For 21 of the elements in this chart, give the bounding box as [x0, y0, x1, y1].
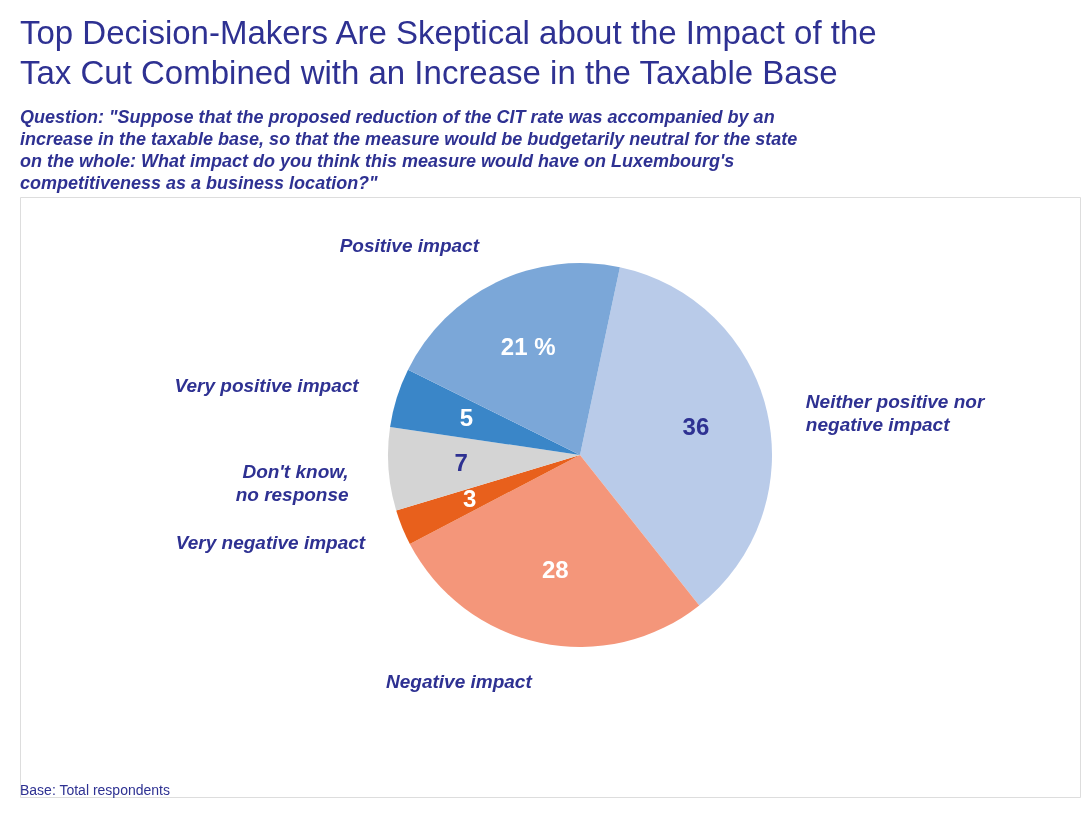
text: Base: Total respondents	[20, 782, 170, 798]
slice-label: Don't know, no response	[235, 460, 350, 505]
slice-label: Neither positive nor negative impact	[805, 391, 986, 436]
pie-slice	[408, 263, 620, 455]
pie-slice	[388, 426, 580, 511]
slice-label: Negative impact	[386, 670, 533, 692]
pie-slice	[396, 455, 580, 544]
slice-label: Positive impact	[339, 235, 480, 257]
chart-subtitle: Question: "Suppose that the proposed reduction of the CIT rate was accompanied by an increase in the taxable base, so that the measure would be budgetarily neutral for the state on the whole: What impact do you think this measure would have on Luxembourg's competitiveness as a business location?"	[20, 107, 798, 193]
pie-slice	[580, 267, 772, 606]
slice-label: Very positive impact	[174, 374, 360, 396]
data-label: 5	[459, 404, 474, 432]
data-label: 3	[463, 484, 477, 512]
pie-slice	[409, 455, 700, 647]
pie-slice	[390, 369, 580, 455]
slice-label: Very negative impact	[175, 531, 366, 553]
data-label: 36	[682, 412, 710, 440]
chart-title: Top Decision-Makers Are Skeptical about the Impact of the Tax Cut Combined with an Increase in the Taxable Base	[20, 14, 877, 91]
data-label: 28	[541, 556, 569, 584]
data-label: 21 %	[500, 332, 556, 360]
data-label: 7	[454, 448, 468, 476]
